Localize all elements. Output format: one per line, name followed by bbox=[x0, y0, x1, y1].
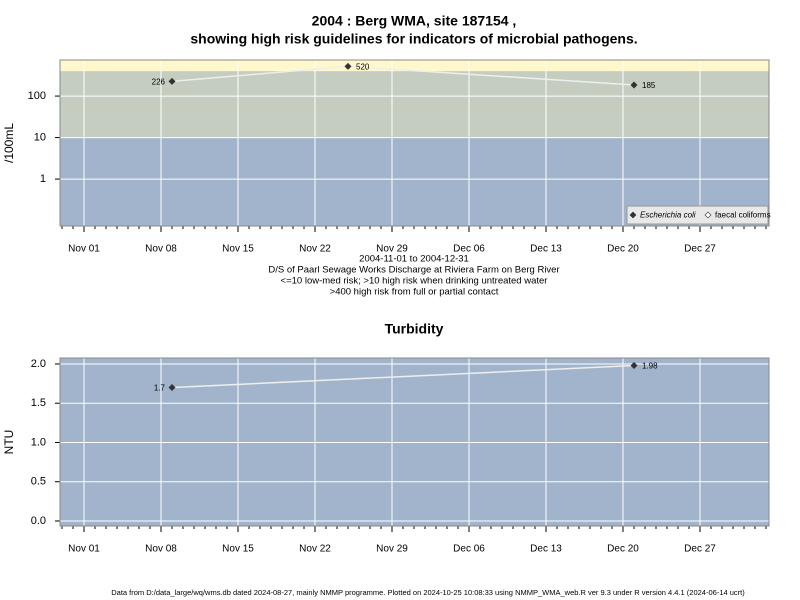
x-tick-label: Dec 20 bbox=[607, 244, 639, 255]
risk-band bbox=[60, 71, 769, 138]
x-tick-label: Dec 06 bbox=[453, 244, 485, 255]
plot-frame bbox=[59, 59, 770, 227]
data-point bbox=[630, 81, 638, 89]
y-tick-label: 0.0 bbox=[31, 515, 46, 527]
note: 2004-11-01 to 2004-12-31 bbox=[359, 254, 469, 265]
value-label: 185 bbox=[642, 81, 656, 90]
x-tick-label: Nov 22 bbox=[299, 544, 331, 555]
x-tick-label: Nov 15 bbox=[222, 244, 254, 255]
x-tick-label: Nov 01 bbox=[68, 244, 100, 255]
y-tick-label: 100 bbox=[28, 90, 46, 102]
y-tick-label: 1 bbox=[40, 173, 46, 185]
x-tick-label: Nov 29 bbox=[376, 544, 408, 555]
risk-band bbox=[60, 60, 769, 72]
x-tick-label: Dec 13 bbox=[530, 544, 562, 555]
note: <=10 low-med risk; >10 high risk when dr… bbox=[281, 276, 548, 287]
legend-label: faecal coliforms bbox=[715, 211, 771, 220]
note: >400 high risk from full or partial cont… bbox=[330, 287, 499, 298]
y-tick-label: 1.5 bbox=[31, 397, 46, 409]
legend-marker bbox=[629, 211, 637, 219]
y-axis-label: /100mL bbox=[2, 123, 16, 163]
legend-marker bbox=[704, 211, 712, 219]
data-point bbox=[168, 77, 176, 85]
x-tick-label: Dec 27 bbox=[684, 544, 716, 555]
y-tick-label: 2.0 bbox=[31, 358, 46, 370]
x-tick-label: Nov 08 bbox=[145, 244, 177, 255]
y-axis-label: NTU bbox=[2, 430, 16, 455]
legend-label: Escherichia coli bbox=[640, 211, 696, 220]
x-tick-label: Dec 27 bbox=[684, 244, 716, 255]
x-tick-label: Nov 29 bbox=[376, 244, 408, 255]
plot-frame bbox=[59, 357, 770, 527]
value-label: 1.98 bbox=[642, 362, 658, 371]
x-tick-label: Dec 13 bbox=[530, 244, 562, 255]
y-tick-label: 0.5 bbox=[31, 476, 46, 488]
data-point bbox=[630, 362, 638, 370]
chart-subtitle: showing high risk guidelines for indicat… bbox=[190, 31, 637, 47]
x-tick-label: Nov 01 bbox=[68, 544, 100, 555]
series-line bbox=[171, 364, 635, 389]
value-label: 1.7 bbox=[154, 384, 166, 393]
legend-box bbox=[626, 205, 769, 225]
x-tick-label: Nov 22 bbox=[299, 244, 331, 255]
x-tick-label: Nov 15 bbox=[222, 544, 254, 555]
data-point bbox=[344, 62, 352, 70]
x-tick-label: Dec 20 bbox=[607, 544, 639, 555]
footer: Data from D:/data_large/wq/wms.db dated … bbox=[111, 588, 745, 597]
y-tick-label: 1.0 bbox=[31, 436, 46, 448]
x-tick-label: Dec 06 bbox=[453, 544, 485, 555]
chart-title: 2004 : Berg WMA, site 187154 , bbox=[312, 13, 517, 29]
value-label: 226 bbox=[152, 77, 166, 86]
data-point bbox=[168, 384, 176, 392]
x-tick-label: Nov 08 bbox=[145, 544, 177, 555]
chart-title: Turbidity bbox=[385, 321, 444, 337]
note: D/S of Paarl Sewage Works Discharge at R… bbox=[268, 265, 559, 276]
value-label: 520 bbox=[356, 62, 370, 71]
y-tick-label: 10 bbox=[34, 131, 46, 143]
